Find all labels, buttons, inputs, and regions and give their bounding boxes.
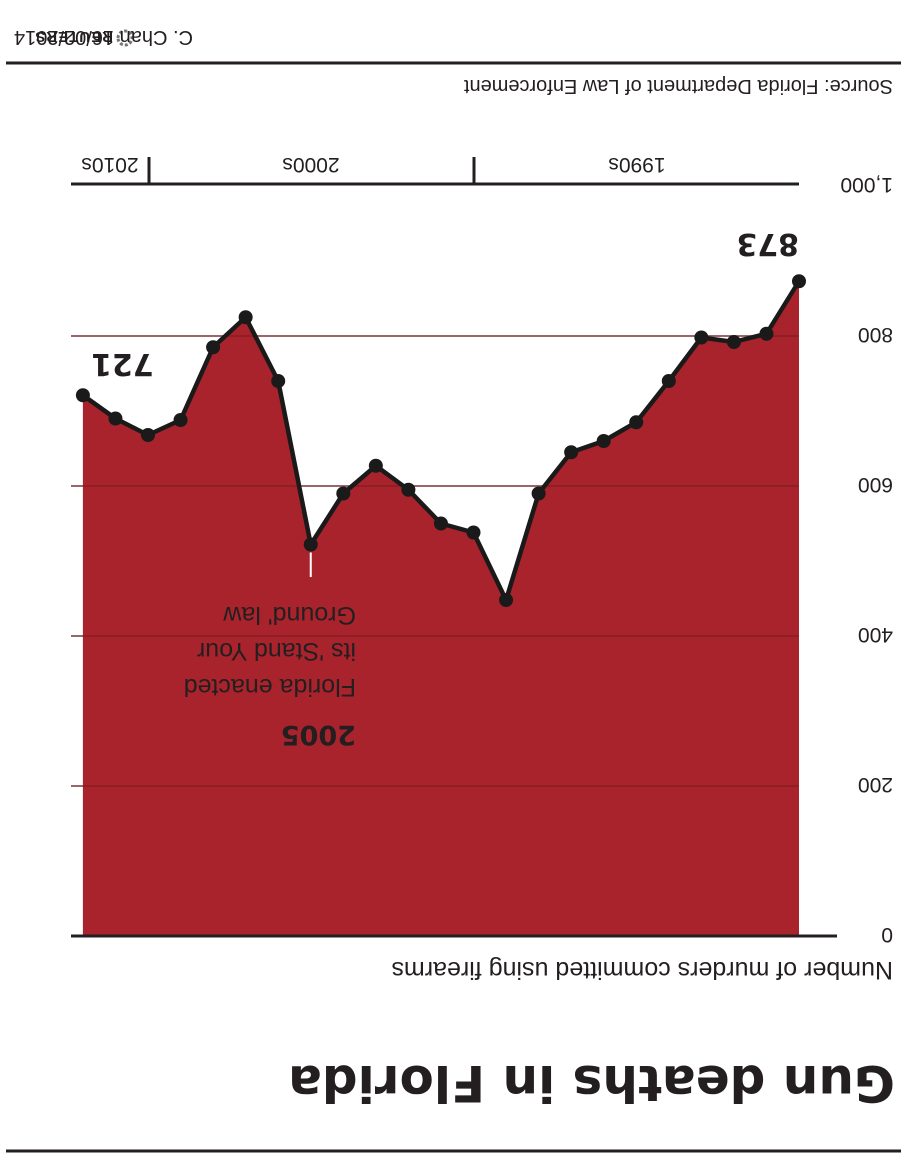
data-point (303, 537, 318, 552)
data-point (499, 593, 514, 607)
data-point (368, 458, 383, 473)
area-fill (82, 281, 799, 936)
data-point (141, 428, 155, 442)
annotation-line: Ground' law (222, 601, 356, 629)
reuters-brand: REUTERS (34, 28, 113, 45)
y-tick-label: 400 (858, 623, 893, 646)
grid-over-area (71, 335, 799, 787)
y-tick-label: 200 (858, 773, 893, 796)
data-point (726, 335, 741, 349)
y-axis-labels: 0 200 400 600 800 1,000 (840, 173, 893, 946)
decade-label: 1990s (608, 153, 665, 176)
value-label-2012: 721 (91, 346, 154, 381)
y-tick-label: 0 (881, 923, 893, 946)
decade-axis: 1990s 2000s 2010s (71, 153, 799, 186)
data-point (271, 374, 286, 388)
data-point (108, 411, 123, 426)
annotation-line: its 'Stand Your (197, 637, 356, 665)
reuters-logo-icon (116, 29, 134, 47)
data-point (75, 388, 90, 403)
value-label-1990: 873 (736, 226, 799, 261)
annotation-2005: 2005 Florida enacted its 'Stand Your Ground… (184, 601, 356, 750)
source-note: Source: Florida Department of Law Enforc… (463, 75, 893, 97)
data-point (596, 434, 611, 448)
data-point (629, 415, 644, 430)
y-tick-label: 600 (858, 473, 893, 496)
value-labels: 873 721 (91, 226, 799, 381)
data-point (792, 274, 806, 289)
y-tick-label: 800 (858, 323, 893, 346)
data-point (238, 310, 253, 325)
data-point (433, 516, 448, 531)
chart-title: Gun deaths in Florida (288, 1054, 895, 1112)
y-tick-label: 1,000 (840, 173, 893, 196)
decade-label: 2000s (282, 153, 339, 176)
data-point (206, 340, 221, 355)
data-point (759, 326, 774, 341)
data-point (336, 486, 351, 501)
reuters-logo: REUTERS (34, 28, 134, 47)
annotation-line: Florida enacted (184, 673, 356, 701)
data-point (401, 482, 416, 497)
data-point (661, 374, 676, 388)
data-point (564, 445, 579, 460)
data-point (694, 330, 709, 345)
data-point (466, 525, 481, 540)
data-point (173, 413, 188, 427)
decade-label: 2010s (81, 153, 138, 176)
chart-subtitle: Number of murders committed using firear… (391, 956, 893, 984)
annotation-year: 2005 (281, 719, 356, 750)
data-markers (75, 274, 806, 607)
data-point (531, 486, 546, 501)
credit-note: C. Chan 16/02/2014 (14, 26, 193, 48)
